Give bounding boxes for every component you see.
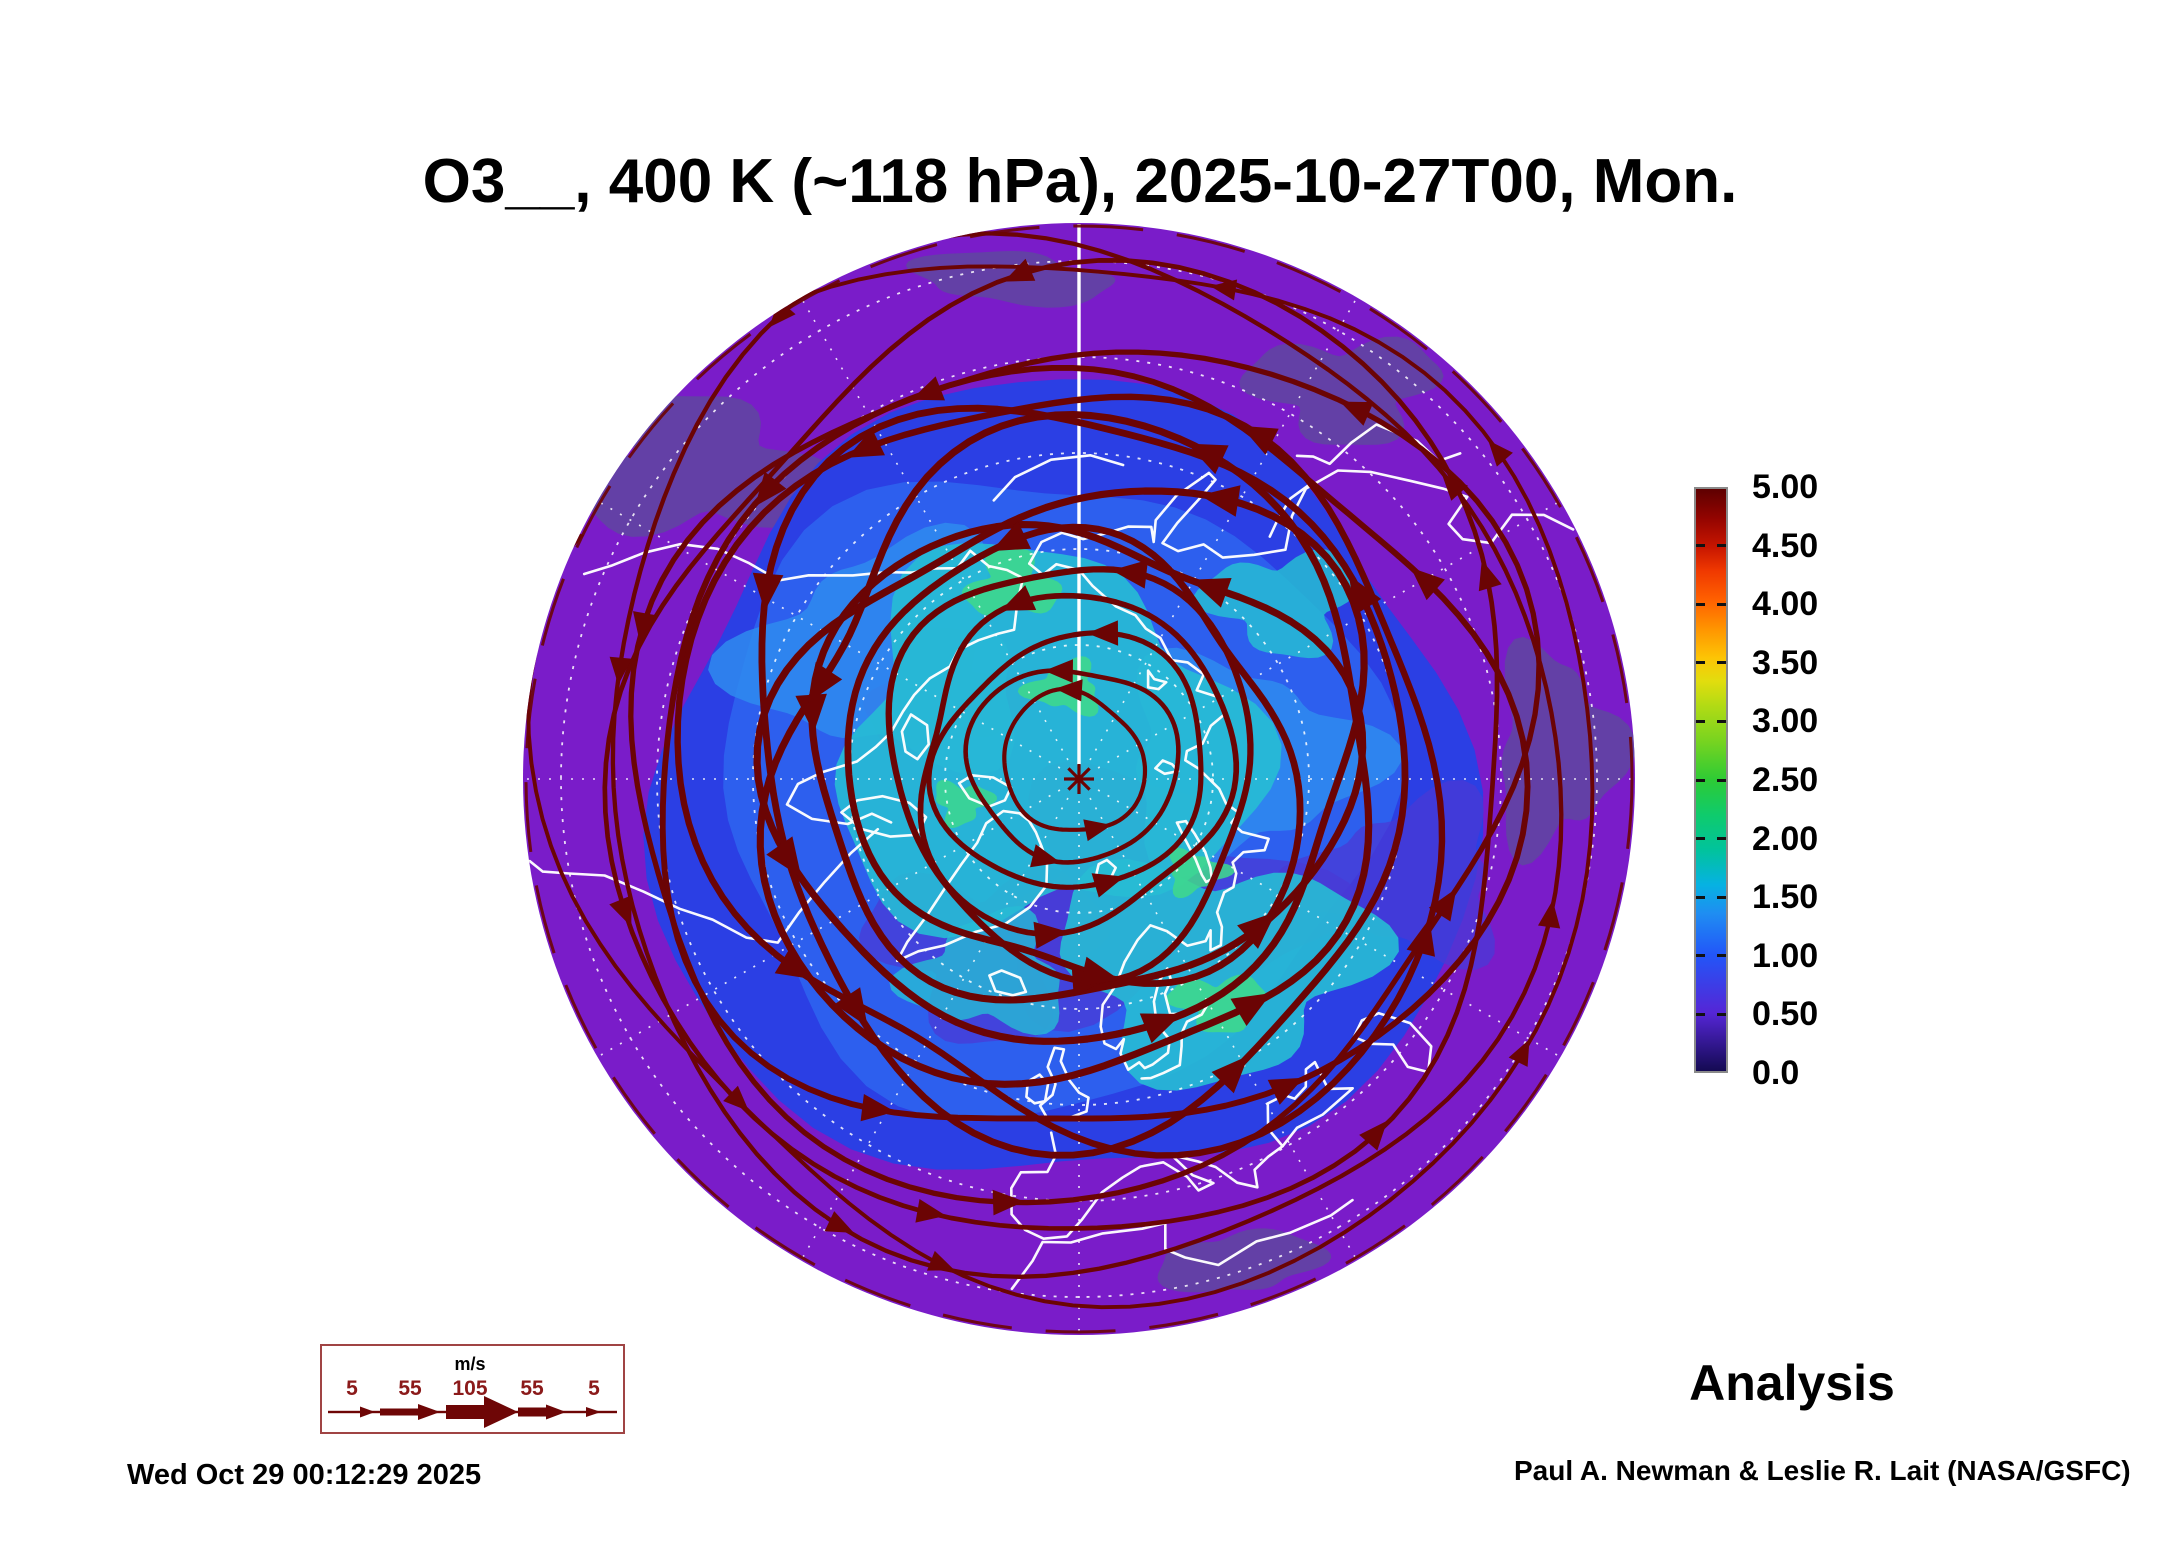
coastline-novaya-zemlya [1175, 819, 1214, 884]
colorbar-tick [1696, 719, 1705, 723]
colorbar-tick [1717, 602, 1726, 606]
coastline-ireland [1025, 1073, 1050, 1105]
coastline-north-africa-coast [1010, 1198, 1354, 1291]
svg-text:5: 5 [588, 1377, 600, 1400]
coastline-aleutians [992, 454, 1125, 502]
coastline-ellesmere-island [957, 774, 1013, 808]
colorbar-tick [1696, 602, 1705, 606]
coastline-new-siberian-islands [1146, 669, 1168, 691]
colorbar-tick [1696, 1012, 1705, 1016]
colorbar-tick [1717, 837, 1726, 841]
coastline-severnaya-zemlya [1154, 759, 1180, 776]
wind-legend-values: 5 55 105 55 5 [346, 1377, 600, 1400]
wind-legend-unit: m/s [454, 1354, 485, 1374]
colorbar-tick-label: 1.00 [1752, 936, 1819, 975]
colorbar-tick [1696, 778, 1705, 782]
generation-timestamp: Wed Oct 29 00:12:29 2025 [127, 1459, 482, 1491]
colorbar-tick-label: 1.50 [1752, 878, 1819, 917]
colorbar-tick-label: 5.00 [1752, 468, 1819, 506]
coastline-great-britain [1038, 1046, 1090, 1121]
wind-streamlines [526, 231, 1595, 1310]
colorbar-tick [1717, 778, 1726, 782]
svg-text:55: 55 [398, 1377, 422, 1400]
colorbar-tick-label: 2.50 [1752, 761, 1819, 799]
coastline-north-america-arctic-coast [785, 580, 1024, 826]
svg-text:5: 5 [346, 1377, 358, 1400]
coastline-victoria-island [900, 713, 930, 761]
coastline-black-sea [1266, 1060, 1354, 1148]
coastline-west-europe-mediterranean [1010, 1131, 1284, 1240]
coastline-caspian-sea [1352, 1011, 1433, 1074]
analysis-label: Analysis [1689, 1355, 1895, 1411]
colorbar-tick [1696, 544, 1705, 548]
colorbar-tick-label: 3.50 [1752, 643, 1819, 682]
colorbar-tick-label: 2.00 [1752, 819, 1819, 858]
colorbar-tick-label: 4.00 [1752, 585, 1819, 624]
colorbar-tick [1717, 895, 1726, 899]
colorbar-tick [1696, 661, 1705, 665]
svg-text:105: 105 [452, 1377, 487, 1400]
colorbar-tick [1696, 954, 1705, 958]
svg-text:55: 55 [520, 1377, 544, 1400]
coastline-north-america-east-coast [528, 827, 880, 944]
colorbar-tick [1717, 719, 1726, 723]
colorbar-tick-label: 4.50 [1752, 526, 1819, 565]
colorbar-tick-label: 0.50 [1752, 995, 1819, 1034]
colorbar-tick [1696, 837, 1705, 841]
coastline-iceland [988, 969, 1028, 997]
colorbar-tick [1717, 1012, 1726, 1016]
credit-line: Paul A. Newman & Leslie R. Lait (NASA/GS… [1514, 1455, 2131, 1486]
pole-marker [1064, 764, 1094, 794]
map-content [523, 223, 1635, 1335]
colorbar-tick [1696, 895, 1705, 899]
plot-title: O3__, 400 K (~118 hPa), 2025-10-27T00, M… [422, 147, 1738, 216]
colorbar-tick [1717, 661, 1726, 665]
colorbar-tick [1717, 544, 1726, 548]
wind-legend-arrow [328, 1396, 617, 1428]
coastline-baffin-island [840, 794, 928, 838]
rim-streamline [524, 224, 1634, 1334]
colorbar-tick-label: 0.0 [1752, 1054, 1800, 1092]
colorbar-tick-label: 3.00 [1752, 702, 1819, 741]
wind-speed-legend: m/s 5 55 105 55 5 [320, 1344, 625, 1434]
colorbar-tick [1717, 954, 1726, 958]
